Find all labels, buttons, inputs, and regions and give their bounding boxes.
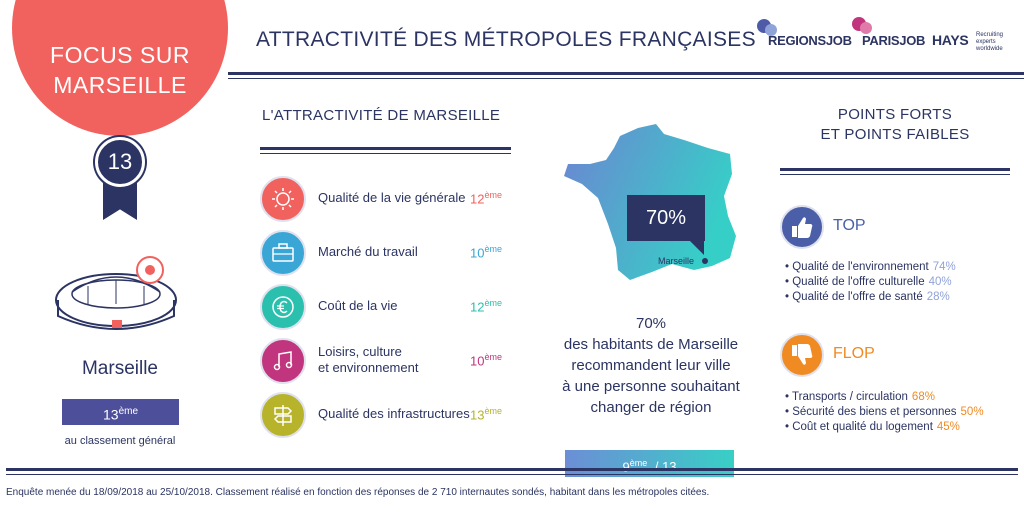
recommendation-stat: 70% des habitants de Marseille recommand… xyxy=(554,313,748,418)
criteria-label-line-2: et environnement xyxy=(318,360,419,375)
criteria-rank: 13ème xyxy=(470,406,502,423)
criteria-rank: 10ème xyxy=(470,352,502,369)
criteria-divider-thin xyxy=(260,153,511,154)
criteria-row-job-market: Marché du travail 10ème xyxy=(260,230,520,276)
stat-line-1: 70% xyxy=(635,315,667,332)
header-divider-thin xyxy=(228,78,1024,79)
sun-icon xyxy=(260,176,306,222)
bar-rank-suffix: ème xyxy=(629,458,648,468)
recommendation-rank-bar: 9ème / 13 xyxy=(565,450,734,477)
focus-line-2: MARSEILLE xyxy=(53,72,187,98)
criteria-rank: 12ème xyxy=(470,298,502,315)
top-label: TOP xyxy=(833,217,866,234)
parisjob-logo-icon xyxy=(852,17,872,34)
list-item: • Qualité de l'offre de santé 28% xyxy=(785,291,950,303)
list-item: • Qualité de l'environnement 74% xyxy=(785,261,956,273)
percent-callout: 70% xyxy=(627,195,705,241)
flop-list: • Transports / circulation 68% • Sécurité… xyxy=(785,390,984,435)
criteria-label: Qualité des infrastructures xyxy=(318,406,470,421)
header-divider xyxy=(228,72,1024,75)
briefcase-icon xyxy=(260,230,306,276)
hays-tagline: Recruiting experts worldwide xyxy=(976,32,1004,52)
focus-title: FOCUS SUR MARSEILLE xyxy=(30,40,210,100)
top-list: • Qualité de l'environnement 74% • Qualit… xyxy=(785,260,956,305)
map-city-dot xyxy=(702,258,708,264)
overall-rank-box: 13ème xyxy=(62,399,179,425)
survey-footnote: Enquête menée du 18/09/2018 au 25/10/201… xyxy=(6,487,710,498)
rank-badge: 13 xyxy=(95,137,145,187)
overall-rank-caption: au classement général xyxy=(64,435,176,447)
city-name: Marseille xyxy=(81,358,159,379)
signpost-icon xyxy=(260,392,306,438)
bar-rank: 9 xyxy=(622,459,630,475)
pf-divider-thin xyxy=(780,174,1010,175)
stadium-icon xyxy=(55,256,177,330)
focus-line-1: FOCUS SUR xyxy=(50,42,190,68)
regionsjob-logo: REGIONSJOB xyxy=(768,33,852,48)
page-title: ATTRACTIVITÉ DES MÉTROPOLES FRANÇAISES xyxy=(256,28,756,51)
criteria-row-infrastructure: Qualité des infrastructures 13ème xyxy=(260,392,520,438)
criteria-label: Loisirs, culture et environnement xyxy=(318,344,418,376)
criteria-row-cost-of-living: Coût de la vie 12ème xyxy=(260,284,520,330)
list-item: • Coût et qualité du logement 45% xyxy=(785,421,960,433)
parisjob-logo: PARISJOB xyxy=(862,33,926,48)
flop-label: FLOP xyxy=(833,345,875,362)
criteria-label-line-1: Loisirs, culture xyxy=(318,344,402,359)
criteria-title: L'ATTRACTIVITÉ DE MARSEILLE xyxy=(262,107,501,124)
hays-logo: HAYS xyxy=(932,32,969,48)
footer-divider-thin xyxy=(6,474,1018,475)
list-item: • Sécurité des biens et personnes 50% xyxy=(785,406,984,418)
overall-rank-suffix: ème xyxy=(118,406,139,417)
criteria-label: Qualité de la vie générale xyxy=(318,190,466,205)
pf-title-line-1: POINTS FORTS xyxy=(837,106,953,123)
criteria-row-leisure: Loisirs, culture et environnement 10ème xyxy=(260,338,520,384)
regionsjob-logo-icon xyxy=(757,19,777,36)
map-city-label: Marseille xyxy=(658,256,695,266)
thumbs-up-icon xyxy=(780,205,824,249)
music-icon xyxy=(260,338,306,384)
strengths-weaknesses-title: POINTS FORTS ET POINTS FAIBLES xyxy=(780,105,1010,145)
bar-rank-total: / 13 xyxy=(654,459,677,475)
euro-icon xyxy=(260,284,306,330)
pf-divider xyxy=(780,168,1010,171)
percent-callout-pointer xyxy=(690,241,704,255)
criteria-label: Marché du travail xyxy=(318,244,418,259)
thumbs-down-icon xyxy=(780,333,824,377)
stat-line-4: à une personne souhaitant xyxy=(562,378,740,395)
stat-line-5: changer de région xyxy=(590,399,712,416)
criteria-row-quality-of-life: Qualité de la vie générale 12ème xyxy=(260,176,520,222)
list-item: • Qualité de l'offre culturelle 40% xyxy=(785,276,952,288)
criteria-label: Coût de la vie xyxy=(318,298,398,313)
criteria-divider xyxy=(260,147,511,150)
criteria-rank: 10ème xyxy=(470,244,502,261)
criteria-rank: 12ème xyxy=(470,190,502,207)
rank-ribbon xyxy=(103,182,137,220)
footer-divider xyxy=(6,468,1018,471)
overall-rank-value: 13 xyxy=(102,406,119,423)
stat-line-3: recommandent leur ville xyxy=(571,357,731,374)
stat-line-2: des habitants de Marseille xyxy=(563,336,739,353)
list-item: • Transports / circulation 68% xyxy=(785,391,935,403)
left-spacer xyxy=(228,80,229,470)
pf-title-line-2: ET POINTS FAIBLES xyxy=(820,126,970,143)
